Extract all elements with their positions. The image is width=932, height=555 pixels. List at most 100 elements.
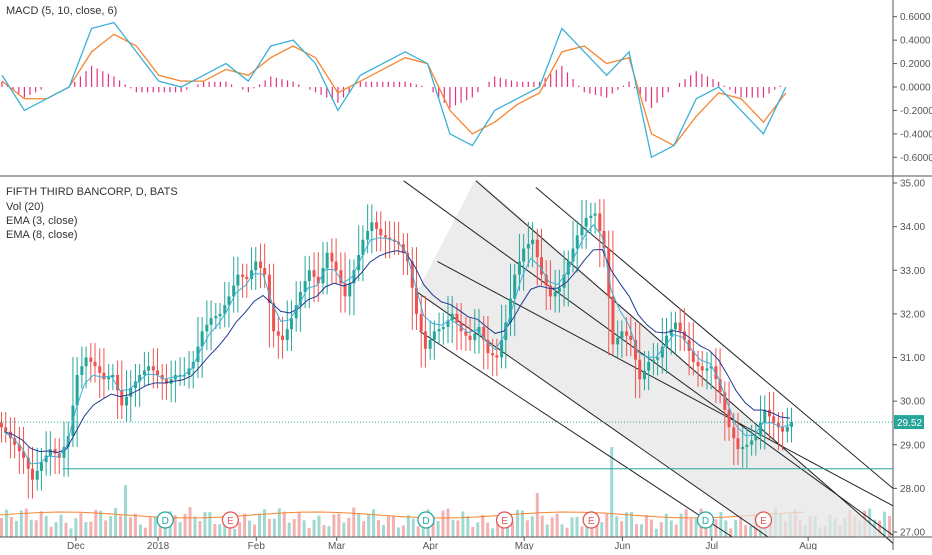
ema3-line — [3, 223, 790, 465]
volume-bar — [545, 524, 549, 537]
volume-bar — [377, 520, 381, 537]
volume-bar — [689, 518, 693, 537]
x-tick-label: Feb — [248, 541, 266, 550]
volume-bar — [124, 485, 128, 537]
earnings-marker: E — [754, 511, 773, 529]
candle-body — [602, 230, 606, 249]
volume-bar — [654, 528, 658, 537]
volume-bar — [555, 513, 559, 537]
event-marker-circle — [495, 511, 514, 529]
earnings-marker: E — [221, 511, 240, 529]
volume-bar — [491, 528, 495, 537]
volume-bar — [510, 521, 514, 537]
candle-body — [763, 409, 767, 423]
volume-bar — [24, 508, 28, 537]
volume-bar — [198, 521, 202, 537]
candle-body — [17, 444, 21, 452]
price-tick-label: 34.00 — [900, 222, 925, 233]
volume-bar — [114, 507, 118, 537]
event-marker-label: E — [588, 516, 595, 527]
price-tick-label: 30.00 — [900, 397, 925, 408]
macd-tick-label: -0.4000 — [900, 129, 932, 140]
volume-bar — [218, 524, 222, 537]
volume-bar — [684, 509, 688, 537]
volume-bar — [347, 517, 351, 537]
candle-body — [767, 409, 771, 417]
candle-body — [142, 370, 146, 375]
volume-bar — [357, 513, 361, 537]
volume-bar — [39, 511, 43, 537]
last-price-label: 29.52 — [897, 418, 922, 429]
volume-bar — [317, 515, 321, 537]
volume-bar — [560, 524, 564, 537]
candle-body — [39, 462, 43, 471]
candle-body — [321, 268, 325, 284]
candle-body — [22, 451, 26, 458]
candle-body — [491, 353, 495, 356]
volume-bar — [476, 522, 480, 537]
volume-bar — [138, 524, 142, 537]
candle-body — [325, 252, 329, 269]
volume-bar — [4, 509, 8, 537]
volume-bar — [431, 516, 435, 537]
volume-bar — [362, 521, 366, 537]
candle-body — [620, 331, 624, 338]
candle-body — [263, 268, 267, 275]
volume-bar — [183, 513, 187, 537]
candle-body — [98, 366, 102, 373]
legend-ema8: EMA (8, close) — [6, 229, 78, 241]
candle-body — [785, 426, 789, 432]
candle-body — [781, 427, 785, 432]
candle-body — [93, 361, 97, 367]
macd-tick-label: 0.4000 — [900, 36, 931, 47]
volume-ma-line — [0, 511, 804, 519]
candle-body — [223, 305, 227, 314]
candle-body — [638, 359, 642, 380]
candle-body — [53, 449, 57, 454]
volume-bar — [94, 509, 98, 537]
candle-body — [414, 287, 418, 314]
candle-body — [732, 427, 736, 439]
candle-body — [125, 396, 129, 406]
candle-body — [375, 222, 379, 229]
volume-bar — [79, 513, 83, 537]
volume-bar — [406, 515, 410, 537]
candle-body — [540, 257, 543, 275]
volume-bar — [714, 519, 718, 537]
volume-bar — [580, 526, 584, 537]
candle-body — [361, 239, 365, 255]
price-tick-label: 32.00 — [900, 309, 925, 320]
volume-bar — [749, 526, 753, 537]
candle-body — [48, 449, 52, 456]
candle-body — [598, 213, 602, 231]
candle-body — [553, 292, 557, 297]
candle-body — [227, 296, 231, 306]
volume-bar — [570, 517, 574, 537]
volume-bar — [9, 517, 13, 537]
macd-tick-label: -0.6000 — [900, 153, 932, 164]
candle-body — [303, 281, 307, 293]
volume-bar — [297, 511, 301, 537]
volume-bar — [213, 524, 217, 537]
volume-bar — [302, 520, 306, 537]
candle-body — [477, 326, 481, 334]
volume-bar — [99, 510, 103, 537]
candle-body — [495, 355, 499, 358]
candle-body — [164, 379, 168, 384]
macd-tick-label: 0.2000 — [900, 59, 931, 70]
event-marker-label: E — [501, 516, 508, 527]
x-tick-label: Jul — [705, 541, 718, 550]
candle-body — [30, 468, 34, 480]
volume-bar — [729, 528, 733, 537]
candle-body — [682, 331, 686, 341]
candle-body — [102, 372, 106, 380]
earnings-marker: E — [582, 511, 600, 529]
volume-bar — [605, 513, 609, 537]
candle-body — [517, 261, 521, 275]
volume-bar — [19, 510, 23, 537]
volume-bar — [153, 517, 157, 537]
volume-bar — [208, 512, 212, 537]
candle-body — [13, 438, 17, 445]
channel-line-bottom — [419, 330, 733, 538]
channel-line-lower — [416, 291, 769, 538]
